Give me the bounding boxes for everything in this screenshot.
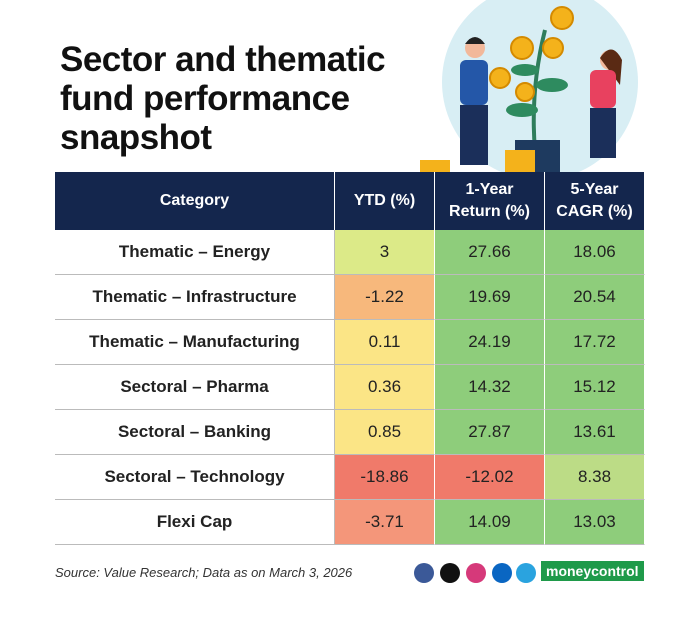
column-header: Category	[55, 172, 335, 230]
value-cell: 20.54	[545, 275, 645, 320]
row-label: Sectoral – Technology	[55, 455, 335, 500]
value-cell: 0.85	[335, 410, 435, 455]
brand-logo: moneycontrol	[541, 561, 644, 581]
value-cell: 3	[335, 230, 435, 275]
value-cell: 24.19	[435, 320, 545, 365]
row-label: Sectoral – Pharma	[55, 365, 335, 410]
value-cell: 27.87	[435, 410, 545, 455]
column-header: 5-Year CAGR (%)	[545, 172, 645, 230]
row-label: Flexi Cap	[55, 500, 335, 545]
value-cell: 18.06	[545, 230, 645, 275]
value-cell: 19.69	[435, 275, 545, 320]
column-header: 1-Year Return (%)	[435, 172, 545, 230]
value-cell: 27.66	[435, 230, 545, 275]
value-cell: 0.36	[335, 365, 435, 410]
source-note: Source: Value Research; Data as on March…	[55, 565, 353, 580]
value-cell: 14.09	[435, 500, 545, 545]
value-cell: 17.72	[545, 320, 645, 365]
value-cell: 0.11	[335, 320, 435, 365]
row-label: Thematic – Energy	[55, 230, 335, 275]
value-cell: 13.03	[545, 500, 645, 545]
value-cell: 14.32	[435, 365, 545, 410]
value-cell: 15.12	[545, 365, 645, 410]
value-cell: 8.38	[545, 455, 645, 500]
value-cell: -12.02	[435, 455, 545, 500]
value-cell: -18.86	[335, 455, 435, 500]
value-cell: -3.71	[335, 500, 435, 545]
row-label: Thematic – Infrastructure	[55, 275, 335, 320]
value-cell: 13.61	[545, 410, 645, 455]
column-header: YTD (%)	[335, 172, 435, 230]
value-cell: -1.22	[335, 275, 435, 320]
title: Sector and thematic fund performance sna…	[60, 40, 386, 157]
row-label: Thematic – Manufacturing	[55, 320, 335, 365]
row-label: Sectoral – Banking	[55, 410, 335, 455]
